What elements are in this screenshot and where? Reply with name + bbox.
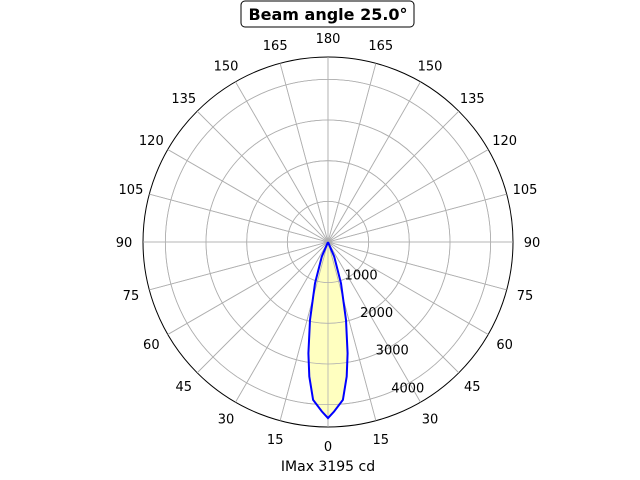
title-box	[240, 0, 415, 28]
theta-tick-label: 90	[524, 236, 541, 251]
x-axis-label: IMax 3195 cd	[281, 459, 375, 475]
theta-grid-line	[149, 193, 329, 243]
theta-grid-line	[149, 241, 329, 291]
theta-tick-label: 30	[218, 413, 235, 428]
theta-grid-line	[327, 193, 507, 243]
theta-tick-label: 60	[143, 338, 160, 353]
theta-tick-label: 90	[116, 236, 133, 251]
theta-grid-line	[327, 241, 507, 291]
tick-labels: 0 15 15 30 30 45 45 60 60 75 75 90 90 105 105 120 120 135…	[116, 32, 541, 455]
theta-grid-line	[327, 149, 489, 243]
r-tick-label: 2000	[360, 306, 393, 321]
r-grid-ring	[205, 119, 451, 365]
r-grid-ring	[246, 160, 410, 324]
r-tick-label: 1000	[345, 269, 378, 284]
r-grid-ring	[164, 78, 492, 406]
series-line	[307, 241, 349, 420]
theta-grid-line	[235, 241, 329, 403]
theta-tick-label: 135	[171, 92, 196, 107]
theta-grid-line	[279, 241, 329, 421]
chart-title: Beam angle 25.0°	[248, 5, 407, 24]
theta-grid-line	[167, 241, 329, 335]
theta-tick-label: 180	[316, 32, 341, 47]
theta-tick-label: 105	[513, 183, 538, 198]
grid-overlay	[143, 57, 513, 427]
r-tick-label: 4000	[391, 381, 424, 396]
theta-tick-label: 105	[119, 183, 144, 198]
theta-grid-line	[327, 81, 421, 243]
theta-tick-label: 165	[368, 39, 393, 54]
theta-tick-label: 30	[422, 413, 439, 428]
theta-tick-label: 60	[496, 338, 513, 353]
theta-tick-label: 135	[460, 92, 485, 107]
theta-tick-label: 45	[175, 380, 192, 395]
theta-grid-line	[327, 110, 460, 243]
theta-grid-line	[167, 149, 329, 243]
theta-grid-line	[327, 241, 377, 421]
r-grid-ring	[286, 200, 370, 284]
theta-tick-label: 0	[324, 440, 332, 455]
theta-tick-label: 75	[123, 289, 140, 304]
theta-grid-line	[235, 81, 329, 243]
theta-tick-label: 15	[373, 433, 390, 448]
theta-tick-label: 150	[214, 59, 239, 74]
theta-grid-line	[327, 241, 421, 403]
theta-tick-label: 45	[464, 380, 481, 395]
theta-tick-label: 120	[492, 134, 517, 149]
r-tick-label: 3000	[376, 344, 409, 359]
theta-grid-line	[279, 63, 329, 243]
theta-grid-line	[196, 110, 329, 243]
theta-grid-line	[327, 241, 460, 374]
theta-tick-label: 120	[139, 134, 164, 149]
theta-tick-label: 15	[267, 433, 284, 448]
theta-tick-label: 165	[263, 39, 288, 54]
theta-grid-line	[327, 63, 377, 243]
theta-tick-label: 75	[517, 289, 534, 304]
theta-grid-line	[327, 241, 489, 335]
theta-grid-line	[196, 241, 329, 374]
theta-tick-label: 150	[418, 59, 443, 74]
